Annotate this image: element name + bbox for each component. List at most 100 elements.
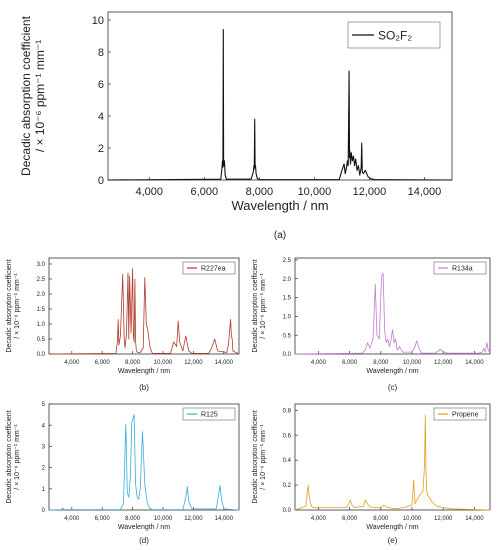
panel-label-d: (d) xyxy=(139,536,149,545)
x-tick-label: 6,000 xyxy=(95,516,111,522)
legend-label: Propene xyxy=(452,412,479,419)
x-tick-label: 10,000 xyxy=(298,186,332,198)
series-line-d xyxy=(48,414,240,511)
y-axis-label-line2: / × 10⁻⁶ ppm⁻¹ mm⁻¹ xyxy=(260,424,267,490)
x-tick-label: 12,000 xyxy=(184,360,203,366)
legend-box xyxy=(182,261,236,275)
y-axis-label-line2: / × 10⁻⁶ ppm⁻¹ mm⁻¹ xyxy=(260,273,267,339)
legend-label: R227ea xyxy=(201,266,226,273)
y-tick-label: 1.5 xyxy=(283,296,292,302)
y-tick-label: 10 xyxy=(92,15,104,27)
x-tick-label: 14,000 xyxy=(215,360,234,366)
y-tick-label: 5 xyxy=(42,402,46,408)
x-tick-label: 10,000 xyxy=(403,360,422,366)
x-tick-label: 12,000 xyxy=(434,516,453,522)
x-tick-label: 12,000 xyxy=(184,516,203,522)
legend-box xyxy=(433,261,487,275)
plot-frame xyxy=(294,403,491,511)
y-tick-label: 0.0 xyxy=(283,352,292,358)
y-tick-label: 4 xyxy=(98,111,104,123)
y-tick-label: 0.0 xyxy=(283,508,292,514)
legend-label: R125 xyxy=(201,412,218,419)
y-tick-label: 1 xyxy=(42,487,46,493)
y-tick-label: 4 xyxy=(42,423,46,429)
x-tick-label: 8,000 xyxy=(373,360,389,366)
y-axis-label-line1: Decadic absorption coefficient xyxy=(6,259,13,352)
y-axis-label-line1: Decadic absorption coefficient xyxy=(252,410,259,503)
x-tick-label: 10,000 xyxy=(154,360,173,366)
legend-box xyxy=(182,407,236,421)
chart-panel-c: 4,000 6,000 8,000 10,000 12,000 14,000 0.0 0.5 1… xyxy=(252,257,491,392)
y-axis-label-line1: Decadic absorption coefficient xyxy=(252,259,259,352)
x-tick-label: 4,000 xyxy=(136,186,164,198)
x-axis-label: Wavelength / nm xyxy=(118,368,170,375)
y-tick-label: 2 xyxy=(98,143,104,155)
x-tick-label: 6,000 xyxy=(95,360,111,366)
y-axis-label-line1: Decadic absorption coefficient xyxy=(6,410,13,503)
x-tick-label: 4,000 xyxy=(64,516,80,522)
panel-label-e: (e) xyxy=(388,536,398,545)
y-tick-label: 2.5 xyxy=(283,258,292,264)
x-tick-label: 4,000 xyxy=(64,360,80,366)
panel-label-b: (b) xyxy=(139,383,149,392)
x-tick-label: 8,000 xyxy=(125,516,141,522)
plot-frame xyxy=(48,257,240,355)
series-line-b xyxy=(48,268,240,355)
x-tick-label: 4,000 xyxy=(311,360,327,366)
legend-label: R134a xyxy=(452,266,473,273)
x-tick-label: 8,000 xyxy=(373,516,389,522)
chart-panel-b: 4,000 6,000 8,000 10,000 12,000 14,000 0.0 0.5 1… xyxy=(6,257,240,392)
y-axis-label-line2: / × 10⁻⁶ ppm⁻¹ mm⁻¹ xyxy=(14,424,21,490)
y-tick-label: 3.0 xyxy=(37,262,46,268)
x-tick-label: 14,000 xyxy=(215,516,234,522)
panel-label-c: (c) xyxy=(388,383,398,392)
x-axis-label: Wavelength / nm xyxy=(118,524,170,531)
x-axis-label: Wavelength / nm xyxy=(231,198,328,213)
y-tick-label: 0.2 xyxy=(283,483,292,489)
panel-label-a: (a) xyxy=(274,230,286,241)
y-tick-label: 2.0 xyxy=(283,277,292,283)
x-tick-label: 6,000 xyxy=(342,516,358,522)
y-axis-label-line2: / × 10⁻⁶ ppm⁻¹ mm⁻¹ xyxy=(33,40,47,152)
x-tick-label: 4,000 xyxy=(311,516,327,522)
x-tick-label: 10,000 xyxy=(154,516,173,522)
y-tick-label: 1.0 xyxy=(283,314,292,320)
series-line-c xyxy=(294,272,491,355)
y-tick-label: 1.5 xyxy=(37,307,46,313)
y-tick-label: 0 xyxy=(98,175,104,187)
y-tick-label: 2.5 xyxy=(37,277,46,283)
y-tick-label: 0 xyxy=(42,508,46,514)
y-tick-label: 8 xyxy=(98,47,104,59)
y-tick-label: 0.4 xyxy=(283,458,292,464)
x-tick-label: 6,000 xyxy=(191,186,219,198)
series-line-e xyxy=(294,414,491,511)
y-tick-label: 1.0 xyxy=(37,322,46,328)
series-line-a xyxy=(107,29,453,181)
y-tick-label: 0.5 xyxy=(283,333,292,339)
y-tick-label: 2.0 xyxy=(37,292,46,298)
plot-frame xyxy=(48,403,240,511)
x-tick-label: 12,000 xyxy=(434,360,453,366)
y-tick-label: 0.5 xyxy=(37,337,46,343)
y-tick-label: 2 xyxy=(42,466,46,472)
x-axis-label: Wavelength / nm xyxy=(366,368,418,375)
x-tick-label: 12,000 xyxy=(353,186,387,198)
y-tick-label: 3 xyxy=(42,445,46,451)
y-tick-label: 6 xyxy=(98,79,104,91)
x-tick-label: 8,000 xyxy=(246,186,274,198)
x-tick-label: 14,000 xyxy=(465,516,484,522)
chart-panel-e: 4,000 6,000 8,000 10,000 12,000 14,000 0.0 0.2 0… xyxy=(252,403,491,545)
x-tick-label: 14,000 xyxy=(408,186,442,198)
y-axis-label-line2: / × 10⁻⁶ ppm⁻¹ mm⁻¹ xyxy=(14,273,21,339)
chart-panel-a: 4,000 6,000 8,000 10,000 12,000 14,000 0 2 4 6 8 10… xyxy=(19,11,453,241)
legend-box xyxy=(433,407,487,421)
x-tick-label: 6,000 xyxy=(342,360,358,366)
y-tick-label: 0.8 xyxy=(283,408,292,414)
x-tick-label: 10,000 xyxy=(403,516,422,522)
y-tick-label: 0.0 xyxy=(37,352,46,358)
y-axis-label-line1: Decadic absorption coefficient xyxy=(19,15,33,176)
x-axis-label: Wavelength / nm xyxy=(366,524,418,531)
chart-panel-d: 4,000 6,000 8,000 10,000 12,000 14,000 0 1 2 3 4 5 R… xyxy=(6,402,240,545)
y-tick-label: 0.6 xyxy=(283,433,292,439)
